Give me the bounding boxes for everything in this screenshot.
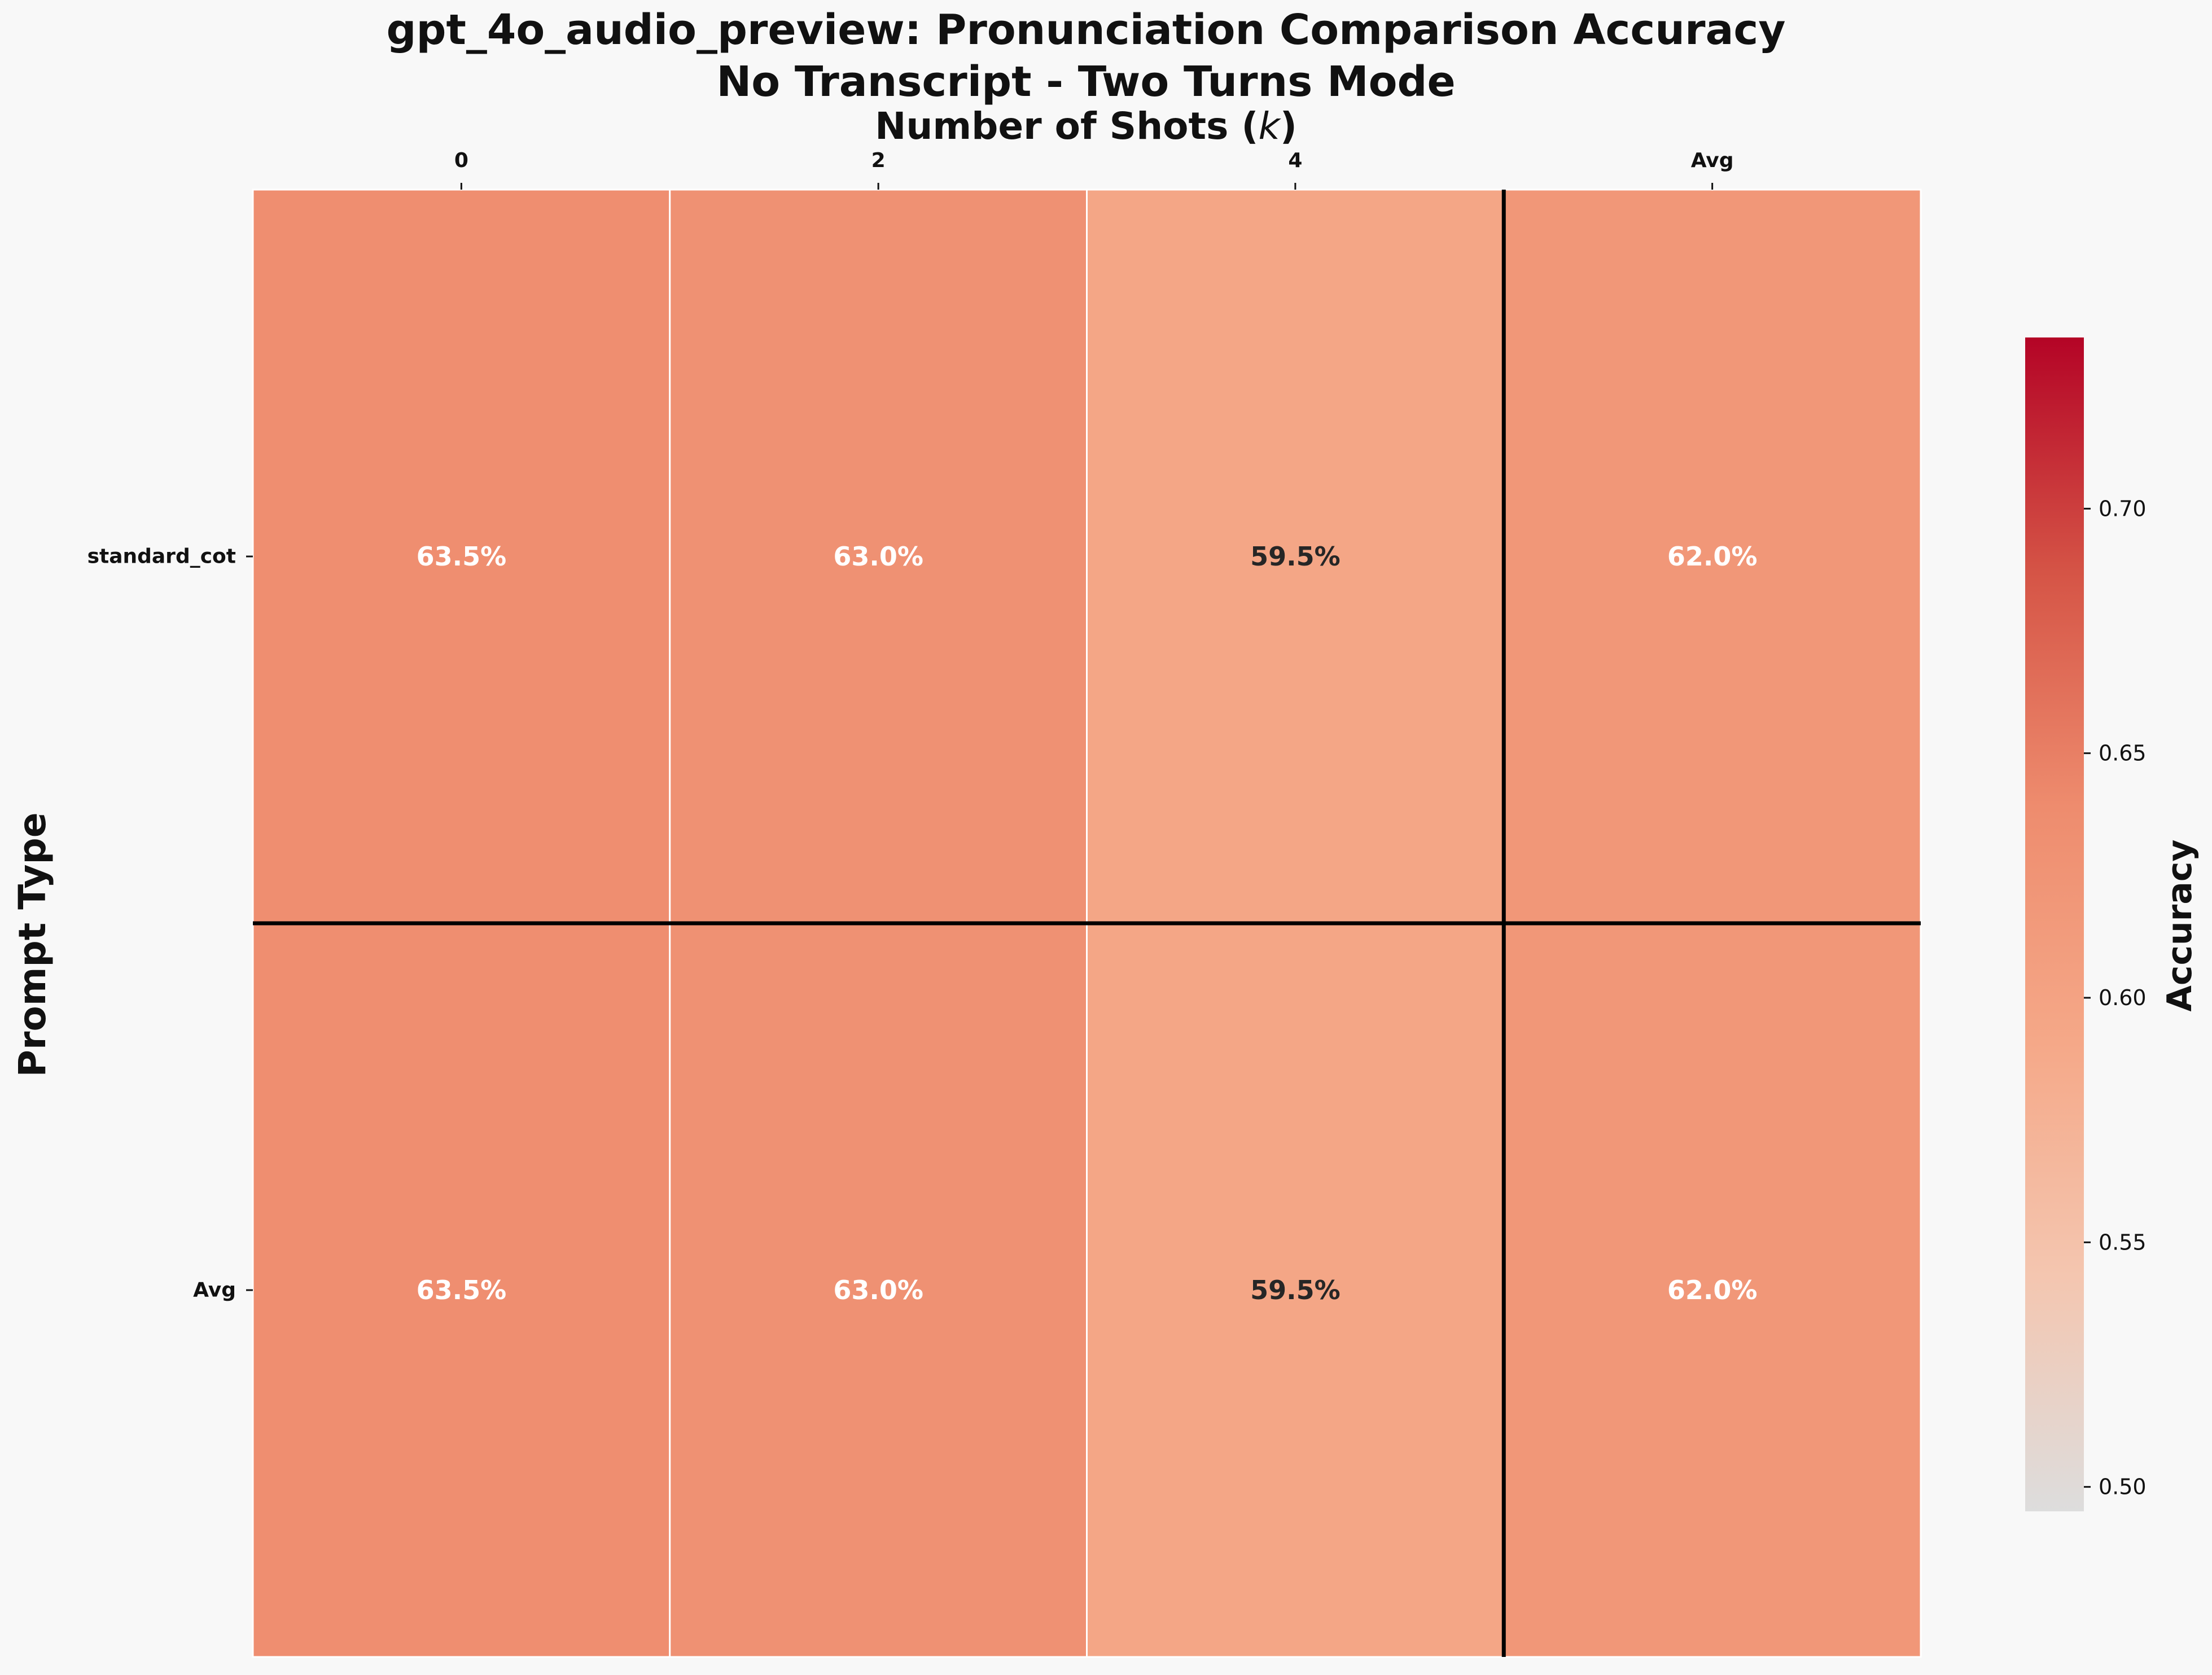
heatmap-cell [669,922,1088,1658]
y-axis-label: Prompt Type [11,812,54,1077]
heatmap-cell [1086,922,1505,1658]
colorbar: 0.50 0.55 0.60 0.65 0.70 [2025,337,2147,1511]
colorbar-tick-label: 0.50 [2099,1475,2147,1499]
cell-value-label: 62.0% [1667,541,1758,572]
cell-value-label: 62.0% [1667,1275,1758,1305]
heatmap-cell [252,188,671,924]
x-tick-label: Avg [1691,149,1734,172]
x-axis-ticks: 0 2 4 Avg [454,149,1734,190]
colorbar-tick-label: 0.55 [2099,1230,2147,1255]
cell-value-label: 59.5% [1250,1275,1341,1305]
colorbar-label: Accuracy [2160,839,2200,1011]
cell-value-label: 63.0% [833,1275,923,1305]
x-tick-label: 4 [1288,149,1302,172]
cell-value-label: 63.0% [833,541,923,572]
heatmap-cell [1086,188,1505,924]
x-axis-label-text: Number of Shots ( [875,104,1258,148]
heatmap-cell [1503,188,1922,924]
x-axis-label-close: ) [1280,104,1297,148]
x-axis-label: Number of Shots (k) [875,104,1297,148]
cell-value-label: 63.5% [417,541,507,572]
colorbar-tick-label: 0.70 [2099,496,2147,521]
colorbar-gradient [2025,337,2084,1511]
cell-value-label: 59.5% [1250,541,1341,572]
cell-value-label: 63.5% [417,1275,507,1305]
x-tick-label: 0 [454,149,468,172]
x-tick-label: 2 [871,149,886,172]
y-tick-label: standard_cot [87,545,236,568]
chart-title: gpt_4o_audio_preview: Pronunciation Comp… [387,6,1786,54]
heatmap-separators [253,190,1921,1657]
heatmap-cells [252,188,1922,1658]
heatmap-cell [252,922,671,1658]
colorbar-tick-label: 0.60 [2099,985,2147,1010]
colorbar-tick-label: 0.65 [2099,741,2147,766]
chart-subtitle: No Transcript - Two Turns Mode [716,58,1455,106]
y-tick-label: Avg [193,1279,236,1302]
y-axis-ticks: standard_cot Avg [87,545,253,1302]
x-axis-label-variable: k [1259,104,1282,148]
heatmap-cell [1503,922,1922,1658]
heatmap-cell-labels: 63.5% 63.0% 59.5% 62.0% 63.5% 63.0% 59.5% 62.0% [417,541,1758,1305]
